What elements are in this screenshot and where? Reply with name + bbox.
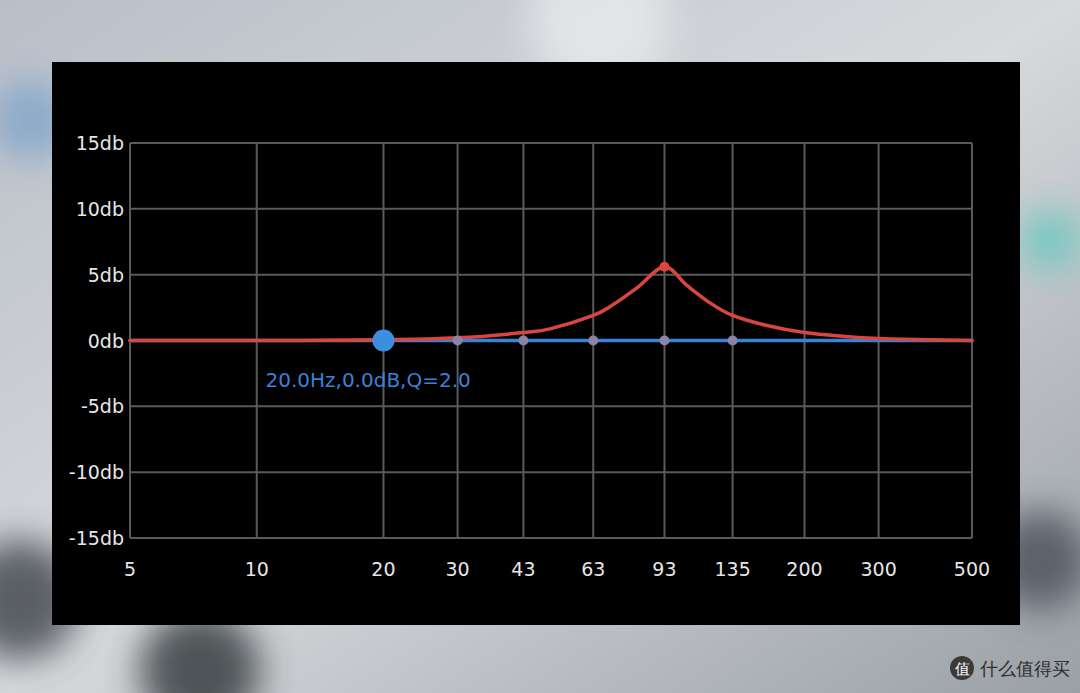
watermark-logo-bg — [950, 656, 974, 680]
y-tick-label: 15db — [76, 132, 124, 154]
y-tick-label: 5db — [88, 264, 124, 286]
band-point — [518, 336, 528, 346]
chart-panel — [52, 62, 1020, 625]
x-tick-label: 30 — [446, 558, 470, 580]
x-tick-label: 500 — [954, 558, 990, 580]
marks — [130, 262, 972, 352]
band-point — [372, 330, 394, 352]
x-tick-label: 63 — [581, 558, 605, 580]
page: -15db -10db -5db 0db 5db 10db 15db 5 10 20 30 43 63 9… — [0, 0, 1080, 693]
x-tick-label: 43 — [511, 558, 535, 580]
x-tick-label: 93 — [652, 558, 676, 580]
band-point — [453, 336, 463, 346]
band-point — [588, 336, 598, 346]
y-tick-label: 10db — [76, 198, 124, 220]
watermark-logo: 值 — [955, 660, 970, 678]
band-point — [659, 336, 669, 346]
x-tick-label: 300 — [860, 558, 896, 580]
y-tick-label: -15db — [69, 527, 124, 549]
grid — [130, 143, 972, 538]
annotation: 20.0Hz,0.0dB,Q=2.0 — [265, 368, 470, 392]
x-tick-label: 20 — [371, 558, 395, 580]
band-point — [728, 336, 738, 346]
background-blob — [1020, 210, 1080, 270]
y-tick-label: -5db — [81, 395, 124, 417]
y-tick-label: -10db — [69, 461, 124, 483]
x-tick-label: 200 — [786, 558, 822, 580]
watermark: 值什么值得买 — [950, 656, 1070, 680]
x-tick-label: 135 — [714, 558, 750, 580]
x-tick-label: 5 — [124, 558, 136, 580]
band-point — [659, 262, 669, 272]
tick-labels: -15db -10db -5db 0db 5db 10db 15db 5 10 20 30 43 63 9… — [69, 132, 990, 580]
background — [0, 0, 1080, 693]
series-line — [130, 267, 972, 341]
watermark-text: 什么值得买 — [979, 658, 1070, 679]
y-tick-label: 0db — [88, 330, 124, 352]
x-tick-label: 10 — [245, 558, 269, 580]
